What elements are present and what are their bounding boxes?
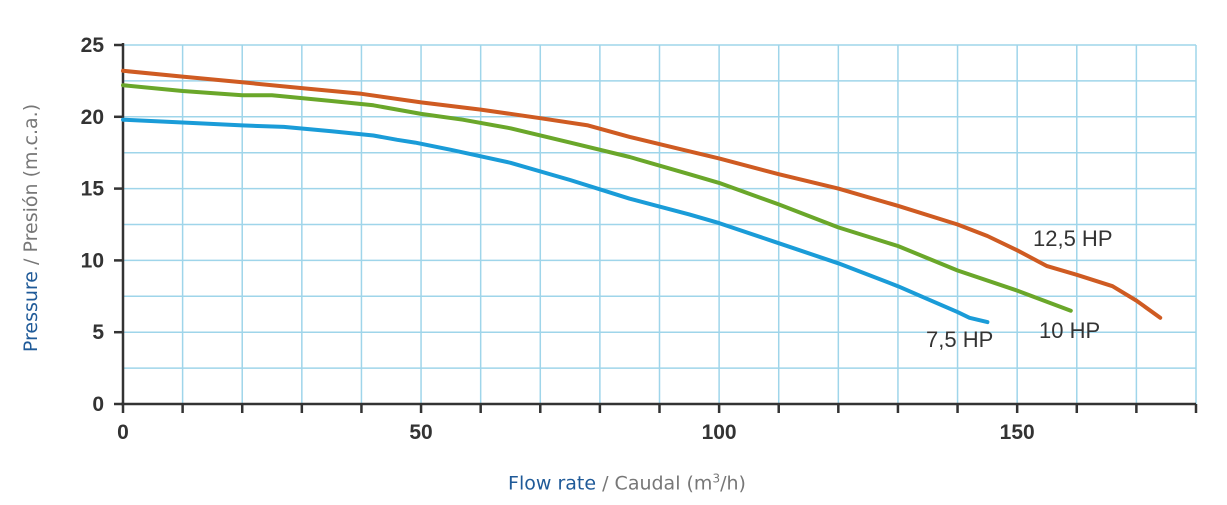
y-axis-title-secondary: Presión (m.c.a.): [20, 103, 42, 253]
series-line-2: [121, 68, 1163, 320]
x-axis-title-secondary-end: /h): [720, 472, 746, 495]
x-tick-label-100: 100: [702, 421, 737, 444]
axes: [114, 43, 1198, 413]
y-tick-label-15: 15: [81, 178, 105, 201]
y-tick-label-5: 5: [92, 321, 104, 344]
y-tick-label-10: 10: [81, 249, 104, 272]
x-tick-label-150: 150: [1000, 421, 1035, 444]
x-tick-label-0: 0: [117, 421, 129, 444]
x-axis-title-separator: /: [596, 472, 615, 495]
series-label-7-5-hp: 7,5 HP: [926, 327, 993, 352]
x-axis-title-secondary: Caudal (m: [614, 472, 713, 495]
y-axis-title-separator: /: [20, 252, 42, 271]
y-tick-label-20: 20: [81, 106, 104, 129]
y-axis-title-primary: Pressure: [20, 270, 42, 353]
y-axis-title: Pressure / Presión (m.c.a.): [20, 104, 42, 352]
y-tick-label-0: 0: [92, 393, 104, 416]
x-axis-title-superscript: 3: [712, 471, 721, 486]
series-label-10-hp: 10 HP: [1039, 318, 1100, 343]
series-lines: [121, 68, 1163, 325]
x-axis-title-primary: Flow rate: [508, 472, 597, 495]
series-label-12-5-hp: 12,5 HP: [1033, 226, 1113, 251]
y-tick-label-25: 25: [81, 34, 105, 57]
x-axis-title: Flow rate / Caudal (m3/h): [508, 471, 746, 494]
series-line-0: [121, 117, 990, 325]
x-tick-label-50: 50: [409, 421, 432, 444]
tick-labels: 0 50 100 150 0 5 10 15 20 25: [81, 34, 1035, 444]
grid: [123, 44, 1197, 404]
series-line-1: [121, 83, 1073, 313]
